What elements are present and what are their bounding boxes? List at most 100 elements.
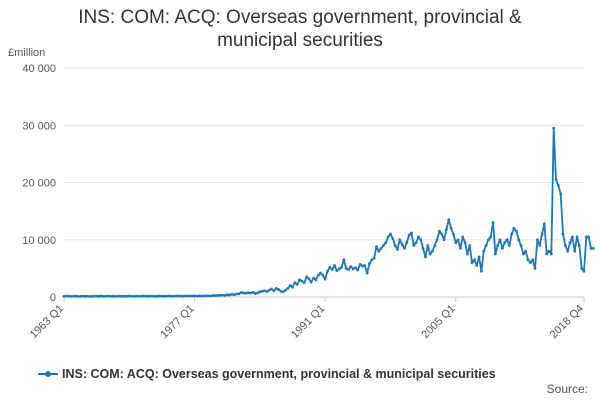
data-point[interactable] bbox=[582, 269, 586, 273]
data-point[interactable] bbox=[155, 294, 159, 298]
data-point[interactable] bbox=[563, 244, 567, 247]
data-point[interactable] bbox=[307, 277, 311, 281]
data-point[interactable] bbox=[459, 246, 462, 250]
data-point[interactable] bbox=[528, 261, 532, 265]
data-point[interactable] bbox=[452, 232, 455, 236]
data-point[interactable] bbox=[174, 294, 178, 298]
data-point[interactable] bbox=[167, 294, 171, 298]
data-point[interactable] bbox=[505, 238, 509, 242]
data-point[interactable] bbox=[468, 244, 472, 247]
data-point[interactable] bbox=[351, 267, 355, 271]
data-point[interactable] bbox=[489, 235, 493, 239]
data-point[interactable] bbox=[421, 246, 425, 250]
data-point[interactable] bbox=[461, 235, 465, 239]
data-point[interactable] bbox=[116, 294, 120, 298]
data-point[interactable] bbox=[291, 285, 294, 289]
data-point[interactable] bbox=[165, 294, 169, 298]
data-point[interactable] bbox=[218, 293, 222, 297]
data-point[interactable] bbox=[573, 249, 577, 253]
data-point[interactable] bbox=[183, 294, 187, 298]
data-point[interactable] bbox=[288, 284, 292, 287]
data-point[interactable] bbox=[419, 238, 423, 242]
data-point[interactable] bbox=[435, 238, 439, 242]
data-point[interactable] bbox=[365, 271, 369, 275]
data-point[interactable] bbox=[326, 269, 329, 273]
data-point[interactable] bbox=[491, 221, 495, 224]
data-point[interactable] bbox=[314, 278, 318, 282]
data-point[interactable] bbox=[379, 246, 383, 250]
data-point[interactable] bbox=[561, 232, 565, 236]
data-point[interactable] bbox=[440, 232, 444, 236]
data-point[interactable] bbox=[426, 244, 430, 247]
data-point[interactable] bbox=[358, 262, 362, 266]
data-point[interactable] bbox=[190, 294, 194, 298]
data-point[interactable] bbox=[403, 246, 406, 250]
data-point[interactable] bbox=[447, 218, 451, 222]
data-point[interactable] bbox=[265, 290, 269, 293]
data-point[interactable] bbox=[484, 244, 488, 247]
data-point[interactable] bbox=[456, 238, 460, 242]
data-point[interactable] bbox=[559, 192, 563, 196]
data-point[interactable] bbox=[475, 264, 479, 267]
data-point[interactable] bbox=[137, 294, 141, 298]
data-point[interactable] bbox=[496, 244, 500, 247]
data-point[interactable] bbox=[139, 294, 143, 298]
data-point[interactable] bbox=[510, 232, 514, 236]
data-point[interactable] bbox=[242, 291, 245, 295]
data-point[interactable] bbox=[251, 291, 255, 294]
data-point[interactable] bbox=[62, 295, 66, 298]
data-point[interactable] bbox=[431, 249, 434, 253]
data-point[interactable] bbox=[454, 241, 458, 245]
data-point[interactable] bbox=[302, 281, 306, 285]
data-point[interactable] bbox=[300, 279, 304, 283]
data-point[interactable] bbox=[428, 252, 432, 256]
data-point[interactable] bbox=[498, 238, 502, 242]
data-point[interactable] bbox=[102, 294, 106, 298]
data-point[interactable] bbox=[69, 295, 73, 298]
data-point[interactable] bbox=[370, 258, 374, 262]
data-point[interactable] bbox=[330, 268, 334, 271]
data-point[interactable] bbox=[151, 294, 155, 298]
data-point[interactable] bbox=[214, 294, 217, 298]
data-point[interactable] bbox=[584, 235, 588, 239]
data-point[interactable] bbox=[512, 226, 516, 230]
data-point[interactable] bbox=[130, 294, 134, 298]
data-point[interactable] bbox=[587, 235, 591, 239]
data-point[interactable] bbox=[493, 252, 497, 256]
data-point[interactable] bbox=[526, 258, 530, 262]
data-point[interactable] bbox=[76, 294, 80, 298]
data-point[interactable] bbox=[118, 294, 122, 298]
data-point[interactable] bbox=[384, 241, 388, 245]
data-point[interactable] bbox=[486, 238, 490, 242]
data-point[interactable] bbox=[580, 266, 584, 270]
data-point[interactable] bbox=[146, 294, 150, 298]
data-point[interactable] bbox=[589, 246, 593, 250]
data-point[interactable] bbox=[442, 238, 446, 242]
data-point[interactable] bbox=[333, 264, 336, 267]
data-point[interactable] bbox=[438, 229, 441, 233]
data-point[interactable] bbox=[295, 283, 299, 286]
data-point[interactable] bbox=[99, 294, 103, 298]
data-point[interactable] bbox=[393, 244, 397, 247]
data-point[interactable] bbox=[228, 293, 231, 297]
data-point[interactable] bbox=[162, 294, 166, 298]
data-point[interactable] bbox=[272, 289, 276, 293]
data-point[interactable] bbox=[337, 267, 341, 271]
data-point[interactable] bbox=[500, 246, 504, 250]
data-point[interactable] bbox=[284, 288, 287, 292]
data-point[interactable] bbox=[538, 244, 542, 247]
data-point[interactable] bbox=[349, 265, 353, 269]
data-point[interactable] bbox=[347, 268, 350, 271]
data-point[interactable] bbox=[274, 287, 278, 290]
data-point[interactable] bbox=[477, 255, 481, 259]
data-point[interactable] bbox=[363, 264, 367, 267]
data-point[interactable] bbox=[207, 294, 210, 298]
data-point[interactable] bbox=[319, 271, 322, 275]
data-point[interactable] bbox=[328, 265, 332, 269]
data-point[interactable] bbox=[153, 294, 157, 298]
data-point[interactable] bbox=[186, 294, 189, 298]
data-point[interactable] bbox=[556, 183, 560, 187]
data-point[interactable] bbox=[547, 249, 551, 253]
data-point[interactable] bbox=[88, 294, 92, 298]
data-point[interactable] bbox=[356, 268, 360, 272]
